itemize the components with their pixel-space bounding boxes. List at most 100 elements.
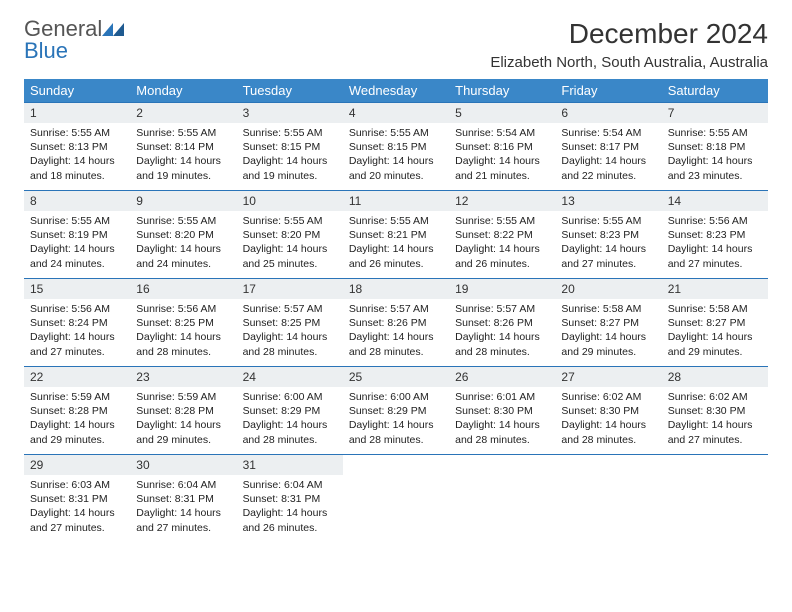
day-content: Sunrise: 5:58 AMSunset: 8:27 PMDaylight:… (662, 299, 768, 363)
day-content: Sunrise: 6:02 AMSunset: 8:30 PMDaylight:… (662, 387, 768, 451)
day-number: 5 (449, 103, 555, 123)
day-content: Sunrise: 6:04 AMSunset: 8:31 PMDaylight:… (237, 475, 343, 539)
day-content: Sunrise: 5:57 AMSunset: 8:26 PMDaylight:… (449, 299, 555, 363)
calendar-table: SundayMondayTuesdayWednesdayThursdayFrid… (24, 79, 768, 543)
day-number: 3 (237, 103, 343, 123)
calendar-cell: 6Sunrise: 5:54 AMSunset: 8:17 PMDaylight… (555, 103, 661, 191)
day-number: 18 (343, 279, 449, 299)
calendar-cell: 21Sunrise: 5:58 AMSunset: 8:27 PMDayligh… (662, 279, 768, 367)
calendar-cell: 1Sunrise: 5:55 AMSunset: 8:13 PMDaylight… (24, 103, 130, 191)
calendar-cell: 30Sunrise: 6:04 AMSunset: 8:31 PMDayligh… (130, 455, 236, 543)
day-content: Sunrise: 5:59 AMSunset: 8:28 PMDaylight:… (130, 387, 236, 451)
day-content: Sunrise: 5:55 AMSunset: 8:15 PMDaylight:… (343, 123, 449, 187)
calendar-cell: 26Sunrise: 6:01 AMSunset: 8:30 PMDayligh… (449, 367, 555, 455)
calendar-cell: 22Sunrise: 5:59 AMSunset: 8:28 PMDayligh… (24, 367, 130, 455)
page-title: December 2024 (490, 18, 768, 50)
day-content: Sunrise: 6:03 AMSunset: 8:31 PMDaylight:… (24, 475, 130, 539)
day-number: 24 (237, 367, 343, 387)
day-number: 19 (449, 279, 555, 299)
day-content: Sunrise: 5:55 AMSunset: 8:23 PMDaylight:… (555, 211, 661, 275)
calendar-cell: 17Sunrise: 5:57 AMSunset: 8:25 PMDayligh… (237, 279, 343, 367)
day-number: 1 (24, 103, 130, 123)
calendar-cell: 5Sunrise: 5:54 AMSunset: 8:16 PMDaylight… (449, 103, 555, 191)
weekday-header: Friday (555, 79, 661, 103)
calendar-cell: 10Sunrise: 5:55 AMSunset: 8:20 PMDayligh… (237, 191, 343, 279)
day-number: 13 (555, 191, 661, 211)
logo-text-blue: Blue (24, 38, 68, 63)
day-content: Sunrise: 5:55 AMSunset: 8:13 PMDaylight:… (24, 123, 130, 187)
day-content: Sunrise: 6:01 AMSunset: 8:30 PMDaylight:… (449, 387, 555, 451)
day-number: 27 (555, 367, 661, 387)
weekday-header: Tuesday (237, 79, 343, 103)
calendar-cell: 2Sunrise: 5:55 AMSunset: 8:14 PMDaylight… (130, 103, 236, 191)
day-number: 25 (343, 367, 449, 387)
weekday-header: Sunday (24, 79, 130, 103)
day-content: Sunrise: 5:56 AMSunset: 8:25 PMDaylight:… (130, 299, 236, 363)
calendar-cell (555, 455, 661, 543)
calendar-cell: 14Sunrise: 5:56 AMSunset: 8:23 PMDayligh… (662, 191, 768, 279)
calendar-cell (662, 455, 768, 543)
day-content: Sunrise: 5:55 AMSunset: 8:14 PMDaylight:… (130, 123, 236, 187)
weekday-header: Thursday (449, 79, 555, 103)
day-number: 28 (662, 367, 768, 387)
calendar-cell: 4Sunrise: 5:55 AMSunset: 8:15 PMDaylight… (343, 103, 449, 191)
day-content: Sunrise: 6:04 AMSunset: 8:31 PMDaylight:… (130, 475, 236, 539)
calendar-cell: 9Sunrise: 5:55 AMSunset: 8:20 PMDaylight… (130, 191, 236, 279)
day-number: 22 (24, 367, 130, 387)
day-content: Sunrise: 5:54 AMSunset: 8:17 PMDaylight:… (555, 123, 661, 187)
day-content: Sunrise: 6:02 AMSunset: 8:30 PMDaylight:… (555, 387, 661, 451)
logo: General Blue (24, 18, 124, 62)
calendar-cell: 15Sunrise: 5:56 AMSunset: 8:24 PMDayligh… (24, 279, 130, 367)
calendar-cell: 12Sunrise: 5:55 AMSunset: 8:22 PMDayligh… (449, 191, 555, 279)
calendar-cell: 13Sunrise: 5:55 AMSunset: 8:23 PMDayligh… (555, 191, 661, 279)
calendar-cell: 3Sunrise: 5:55 AMSunset: 8:15 PMDaylight… (237, 103, 343, 191)
day-content: Sunrise: 5:55 AMSunset: 8:20 PMDaylight:… (130, 211, 236, 275)
day-number: 30 (130, 455, 236, 475)
calendar-cell: 23Sunrise: 5:59 AMSunset: 8:28 PMDayligh… (130, 367, 236, 455)
day-content: Sunrise: 6:00 AMSunset: 8:29 PMDaylight:… (343, 387, 449, 451)
day-number: 6 (555, 103, 661, 123)
logo-icon (102, 18, 124, 40)
day-number: 4 (343, 103, 449, 123)
calendar-cell: 24Sunrise: 6:00 AMSunset: 8:29 PMDayligh… (237, 367, 343, 455)
day-content: Sunrise: 5:55 AMSunset: 8:21 PMDaylight:… (343, 211, 449, 275)
day-content: Sunrise: 5:54 AMSunset: 8:16 PMDaylight:… (449, 123, 555, 187)
calendar-cell (343, 455, 449, 543)
day-number: 16 (130, 279, 236, 299)
day-number: 9 (130, 191, 236, 211)
day-number: 2 (130, 103, 236, 123)
calendar-cell: 7Sunrise: 5:55 AMSunset: 8:18 PMDaylight… (662, 103, 768, 191)
calendar-cell: 16Sunrise: 5:56 AMSunset: 8:25 PMDayligh… (130, 279, 236, 367)
day-content: Sunrise: 5:57 AMSunset: 8:25 PMDaylight:… (237, 299, 343, 363)
calendar-cell: 20Sunrise: 5:58 AMSunset: 8:27 PMDayligh… (555, 279, 661, 367)
day-content: Sunrise: 5:55 AMSunset: 8:20 PMDaylight:… (237, 211, 343, 275)
day-content: Sunrise: 5:55 AMSunset: 8:18 PMDaylight:… (662, 123, 768, 187)
calendar-cell (449, 455, 555, 543)
day-number: 10 (237, 191, 343, 211)
day-number: 8 (24, 191, 130, 211)
calendar-cell: 25Sunrise: 6:00 AMSunset: 8:29 PMDayligh… (343, 367, 449, 455)
day-number: 12 (449, 191, 555, 211)
day-number: 29 (24, 455, 130, 475)
calendar-cell: 27Sunrise: 6:02 AMSunset: 8:30 PMDayligh… (555, 367, 661, 455)
day-content: Sunrise: 5:59 AMSunset: 8:28 PMDaylight:… (24, 387, 130, 451)
weekday-header: Saturday (662, 79, 768, 103)
day-content: Sunrise: 5:55 AMSunset: 8:15 PMDaylight:… (237, 123, 343, 187)
calendar-cell: 11Sunrise: 5:55 AMSunset: 8:21 PMDayligh… (343, 191, 449, 279)
calendar-cell: 28Sunrise: 6:02 AMSunset: 8:30 PMDayligh… (662, 367, 768, 455)
day-number: 7 (662, 103, 768, 123)
day-content: Sunrise: 5:56 AMSunset: 8:23 PMDaylight:… (662, 211, 768, 275)
day-number: 23 (130, 367, 236, 387)
day-number: 31 (237, 455, 343, 475)
calendar-cell: 29Sunrise: 6:03 AMSunset: 8:31 PMDayligh… (24, 455, 130, 543)
calendar-cell: 8Sunrise: 5:55 AMSunset: 8:19 PMDaylight… (24, 191, 130, 279)
location: Elizabeth North, South Australia, Austra… (490, 54, 768, 71)
day-content: Sunrise: 5:56 AMSunset: 8:24 PMDaylight:… (24, 299, 130, 363)
day-content: Sunrise: 6:00 AMSunset: 8:29 PMDaylight:… (237, 387, 343, 451)
day-number: 21 (662, 279, 768, 299)
day-number: 11 (343, 191, 449, 211)
day-number: 14 (662, 191, 768, 211)
day-number: 17 (237, 279, 343, 299)
calendar-cell: 19Sunrise: 5:57 AMSunset: 8:26 PMDayligh… (449, 279, 555, 367)
day-number: 26 (449, 367, 555, 387)
